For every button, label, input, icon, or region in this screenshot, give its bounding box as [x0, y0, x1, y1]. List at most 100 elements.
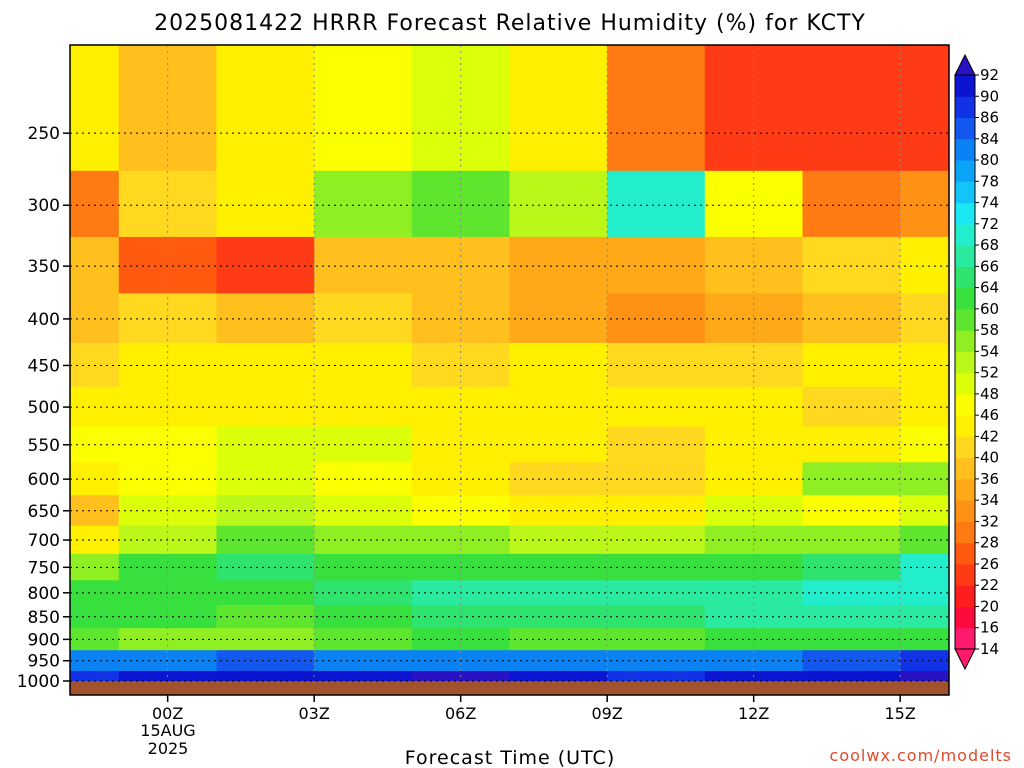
heatmap-cell	[900, 170, 949, 238]
heatmap-cell	[802, 236, 901, 294]
heatmap-cell	[509, 236, 608, 294]
colorbar-segment	[955, 351, 975, 374]
colorbar-label: 64	[980, 279, 999, 297]
credit-text: coolwx.com/modelts	[830, 746, 1012, 765]
colorbar-label: 40	[980, 449, 999, 467]
y-axis: 2503003504004505005506006507007508008509…	[17, 124, 70, 692]
heatmap-cell	[900, 553, 949, 581]
x-date-label-year: 2025	[148, 739, 189, 758]
heatmap-cell	[509, 628, 608, 651]
plot-frame	[69, 44, 950, 696]
heatmap-cell	[216, 553, 315, 581]
colorbar-segment	[955, 585, 975, 607]
colorbar-segment	[955, 245, 975, 267]
heatmap-cell	[216, 462, 315, 496]
ground-strip	[70, 681, 949, 695]
heatmap-cell	[607, 45, 706, 172]
colorbar-segment	[955, 415, 975, 437]
heatmap-cell	[118, 170, 218, 238]
colorbar-segment	[955, 96, 975, 119]
heatmap-cell	[314, 525, 413, 555]
heatmap-cell	[509, 553, 608, 581]
colorbar-segment	[955, 75, 975, 97]
colorbar-segment	[955, 266, 975, 289]
colorbar-label: 36	[980, 470, 999, 488]
heatmap-cell	[314, 170, 413, 238]
colorbar-segment	[955, 223, 975, 246]
heatmap-cell	[314, 426, 413, 463]
y-tick-label: 850	[28, 608, 60, 628]
heatmap-cell	[314, 293, 413, 344]
x-tick-label: 00Z	[152, 704, 183, 723]
heatmap-layer	[70, 45, 949, 695]
colorbar-label: 16	[980, 619, 999, 637]
heatmap-cell	[607, 342, 706, 388]
colorbar-segment	[955, 500, 975, 522]
colorbar-label: 72	[980, 215, 999, 233]
y-tick-label: 450	[28, 356, 60, 376]
y-tick-label: 700	[28, 531, 60, 551]
heatmap-cell	[900, 671, 949, 682]
heatmap-cell	[607, 495, 706, 527]
colorbar-segment	[955, 138, 975, 161]
heatmap-cell	[900, 495, 949, 527]
y-tick-label: 650	[28, 502, 60, 522]
heatmap-cell	[802, 170, 901, 238]
colorbar-segment	[955, 330, 975, 352]
y-tick-label: 350	[28, 257, 60, 277]
x-axis-label: Forecast Time (UTC)	[405, 747, 615, 768]
heatmap-cell	[314, 580, 413, 606]
heatmap-cell	[704, 236, 804, 294]
x-tick-label: 15Z	[885, 704, 916, 723]
heatmap-cell	[607, 605, 706, 629]
colorbar-label: 60	[980, 300, 999, 318]
heatmap-cell	[411, 45, 511, 172]
heatmap-cell	[607, 293, 706, 344]
heatmap-cell	[900, 236, 949, 294]
heatmap-cell	[216, 525, 315, 555]
heatmap-cell	[900, 525, 949, 555]
colorbar-label: 42	[980, 427, 999, 445]
x-axis: 00Z 03Z 06Z 09Z 12Z 15Z	[152, 695, 916, 723]
heatmap-cell	[900, 605, 949, 629]
heatmap-cell	[509, 580, 608, 606]
colorbar-label: 66	[980, 257, 999, 275]
heatmap-cell	[802, 671, 901, 682]
y-tick-label: 250	[28, 124, 60, 144]
heatmap-cell	[314, 462, 413, 496]
heatmap-cell	[118, 236, 218, 294]
colorbar-label: 34	[980, 491, 999, 509]
heatmap-cell	[216, 495, 315, 527]
heatmap-cell	[509, 170, 608, 238]
colorbar-segment	[955, 627, 975, 650]
colorbar-segment	[955, 181, 975, 204]
heatmap-cell	[509, 495, 608, 527]
y-tick-label: 750	[28, 558, 60, 578]
colorbar-segment	[955, 436, 975, 459]
heatmap-cell	[607, 671, 706, 682]
heatmap-cell	[607, 580, 706, 606]
heatmap-cell	[900, 426, 949, 463]
colorbar-segment	[955, 564, 975, 586]
colorbar-label: 90	[980, 87, 999, 105]
y-tick-label: 950	[28, 652, 60, 672]
heatmap-cell	[704, 170, 804, 238]
heatmap-cell	[900, 45, 949, 172]
colorbar-segment	[955, 393, 975, 416]
heatmap-cell	[607, 650, 706, 672]
heatmap-cell	[216, 236, 315, 294]
heatmap-cell	[314, 605, 413, 629]
colorbar-label: 74	[980, 194, 999, 212]
colorbar-segment	[955, 542, 975, 565]
heatmap-cell	[607, 386, 706, 427]
heatmap-cell	[216, 628, 315, 651]
heatmap-cell	[704, 342, 804, 388]
heatmap-cell	[607, 462, 706, 496]
colorbar-label: 32	[980, 512, 999, 530]
heatmap-cell	[314, 45, 413, 172]
heatmap-cell	[314, 650, 413, 672]
heatmap-cell	[314, 628, 413, 651]
colorbar-label: 46	[980, 406, 999, 424]
heatmap-cell	[216, 170, 315, 238]
y-tick-label: 400	[28, 310, 60, 330]
